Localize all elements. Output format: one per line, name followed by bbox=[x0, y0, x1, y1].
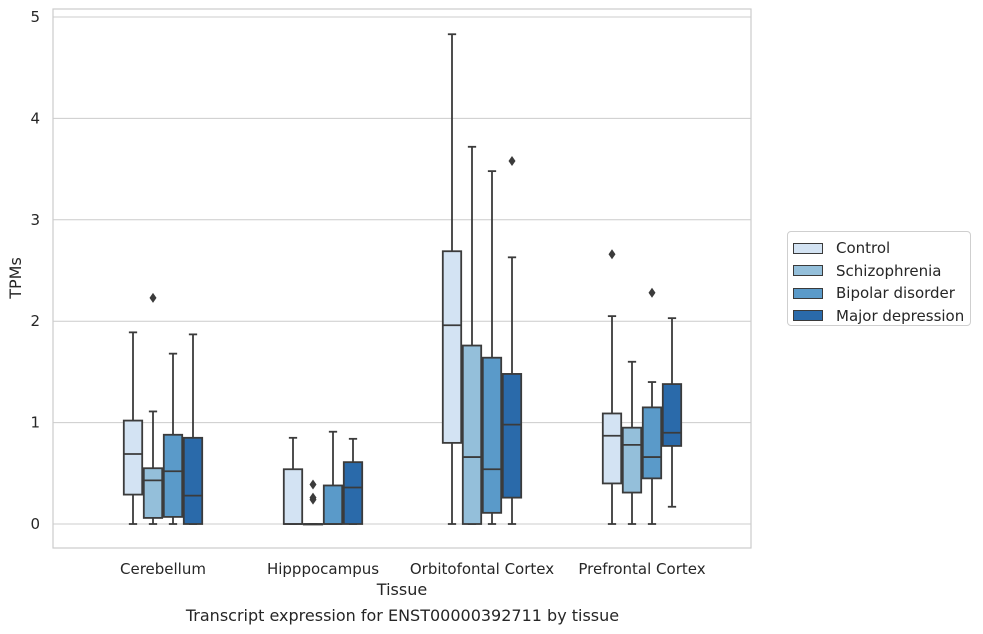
x-tick-label: Orbitofontal Cortex bbox=[410, 560, 554, 578]
box-body bbox=[601, 412, 623, 485]
outlier-point bbox=[508, 155, 516, 166]
y-tick-label: 2 bbox=[30, 312, 40, 330]
legend-label: Schizophrenia bbox=[836, 261, 942, 280]
box-major-depression bbox=[182, 333, 204, 525]
outlier-point bbox=[309, 494, 317, 505]
legend-swatch bbox=[793, 242, 823, 254]
box-control bbox=[282, 436, 304, 525]
y-tick-label: 5 bbox=[30, 8, 40, 26]
legend-swatch bbox=[793, 287, 823, 299]
x-axis-label: Tissue bbox=[376, 580, 427, 599]
box-body bbox=[501, 373, 523, 499]
legend-label: Control bbox=[836, 239, 891, 258]
legend-label: Bipolar disorder bbox=[836, 284, 955, 303]
x-tick-label: Cerebellum bbox=[120, 560, 206, 578]
box-major-depression bbox=[661, 317, 683, 508]
box-body bbox=[122, 419, 144, 496]
box-major-depression bbox=[501, 155, 523, 525]
box-body bbox=[342, 461, 364, 525]
box-bipolar-disorder bbox=[641, 287, 663, 525]
y-tick-label: 0 bbox=[30, 515, 40, 533]
plot-frame bbox=[52, 8, 752, 549]
box-schizophrenia bbox=[302, 479, 324, 526]
legend-item: Control bbox=[793, 237, 970, 260]
x-tick-label: Hipppocampus bbox=[267, 560, 379, 578]
box-schizophrenia bbox=[621, 360, 643, 525]
figure-caption: Transcript expression for ENST0000039271… bbox=[185, 606, 620, 625]
legend-swatch bbox=[793, 265, 823, 277]
box-body bbox=[182, 436, 204, 525]
box-control bbox=[122, 331, 144, 525]
box-major-depression bbox=[342, 437, 364, 525]
box-body bbox=[142, 467, 164, 519]
legend-item: Bipolar disorder bbox=[793, 282, 970, 305]
outlier-point bbox=[648, 287, 656, 298]
box-body bbox=[282, 468, 304, 525]
legend-item: Schizophrenia bbox=[793, 260, 970, 283]
box-body bbox=[661, 383, 683, 447]
box-body bbox=[322, 484, 344, 525]
box-body bbox=[441, 250, 463, 444]
legend-item: Major depression bbox=[793, 305, 970, 328]
y-tick-label: 4 bbox=[30, 109, 40, 127]
box-body bbox=[481, 356, 503, 514]
box-bipolar-disorder bbox=[322, 430, 344, 525]
box-control bbox=[601, 249, 623, 525]
y-tick-label: 1 bbox=[30, 414, 40, 432]
box-body bbox=[162, 433, 184, 518]
box-control bbox=[441, 33, 463, 525]
x-tick-label: Prefrontal Cortex bbox=[578, 560, 705, 578]
box-body bbox=[641, 406, 663, 480]
y-axis-label: TPMs bbox=[6, 257, 25, 300]
legend-swatch bbox=[793, 310, 823, 322]
box-bipolar-disorder bbox=[481, 170, 503, 525]
legend-label: Major depression bbox=[836, 306, 965, 325]
outlier-point bbox=[149, 292, 157, 303]
x-tick-labels: Cerebellum Hipppocampus Orbitofontal Corte… bbox=[120, 560, 706, 578]
outlier-point bbox=[608, 249, 616, 260]
boxplots bbox=[122, 33, 683, 526]
box-body bbox=[461, 344, 483, 525]
legend: Control Schizophrenia Bipolar disorder Majo… bbox=[787, 231, 971, 326]
box-body bbox=[621, 426, 643, 494]
y-tick-labels: 0 1 2 3 4 5 bbox=[30, 8, 40, 533]
outlier-point bbox=[309, 479, 317, 490]
box-bipolar-disorder bbox=[162, 352, 184, 525]
box-schizophrenia bbox=[461, 145, 483, 525]
y-tick-label: 3 bbox=[30, 211, 40, 229]
box-schizophrenia bbox=[142, 292, 164, 525]
